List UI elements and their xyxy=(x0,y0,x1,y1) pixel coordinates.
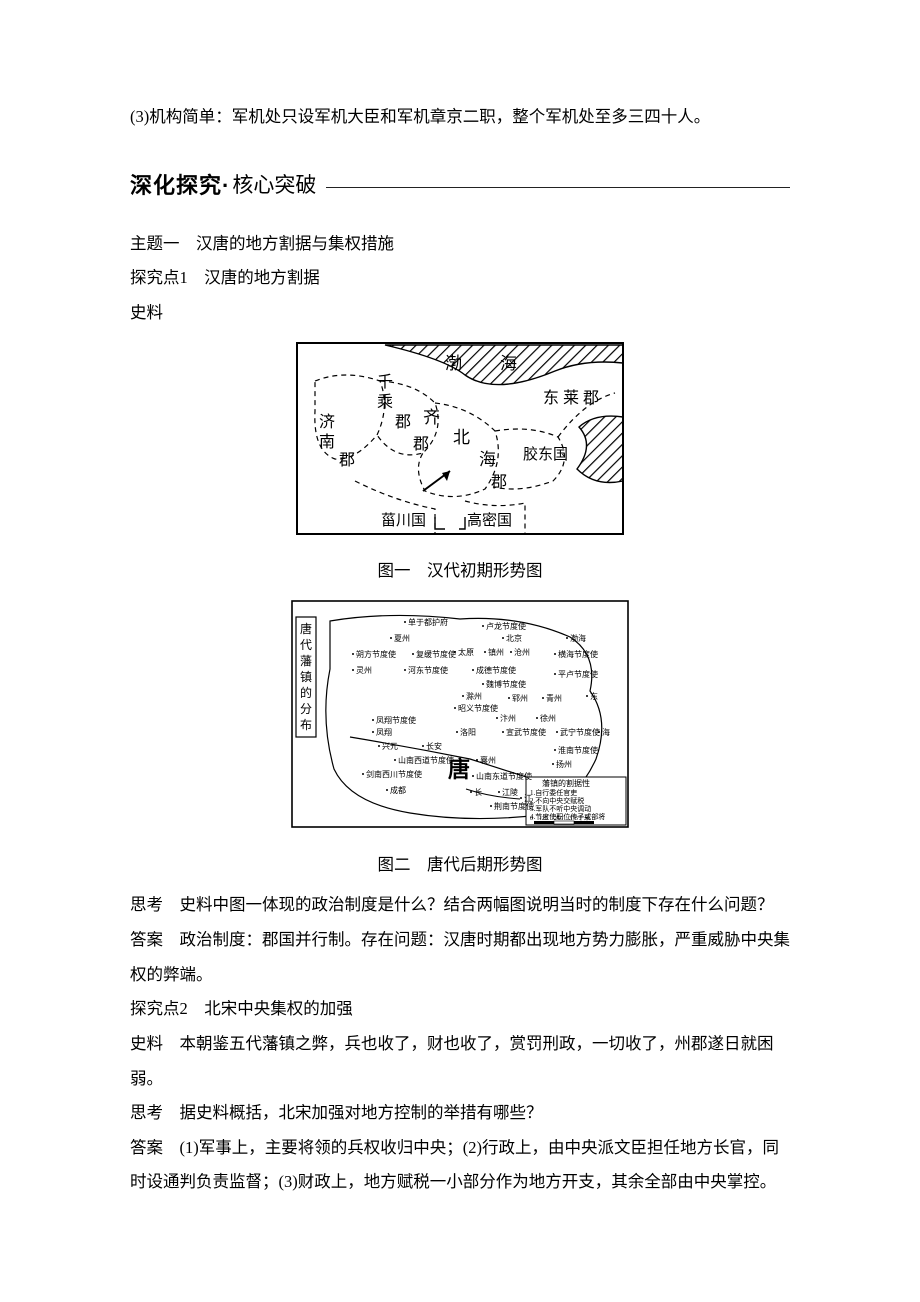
map2-place-20: 昭义节度使 xyxy=(458,703,498,713)
map1-label-qc2: 乘 xyxy=(377,393,393,411)
map1-label-hai: 海 xyxy=(479,450,496,469)
map2-place-10: 横海节度使 xyxy=(558,649,598,659)
section-header-bold: 深化探究· xyxy=(130,163,230,209)
map2-place-41: 江 xyxy=(524,794,532,803)
map2-place-28: 海 xyxy=(602,727,610,737)
map2-place-0: 单于都护府 xyxy=(408,617,448,627)
map2-legend-1: 2.不向中央交赋税 xyxy=(530,796,584,805)
map2-scale: 0 125 250 375千米 xyxy=(530,814,590,822)
map2-place-36: 山南东道节度使 xyxy=(476,771,532,781)
map1-label-zichuan: 菑川国 xyxy=(381,512,426,529)
map2-place-24: 凤翔 xyxy=(376,727,392,737)
map1-label-qi1: 齐 xyxy=(423,408,440,427)
map2-sidetitle-0: 唐 xyxy=(300,621,312,636)
paragraph-top: (3)机构简单：军机处只设军机大臣和军机章京二职，整个军机处至多三四十人。 xyxy=(130,100,790,135)
map2-sidetitle-6: 布 xyxy=(300,718,312,732)
map1-label-bei: 北 xyxy=(453,428,470,447)
question-1: 思考 史料中图一体现的政治制度是什么？结合两幅图说明当时的制度下存在什么问题？ xyxy=(130,888,790,923)
section-header-light: 核心突破 xyxy=(232,164,316,208)
map2-place-34: 扬州 xyxy=(556,759,572,769)
map2-place-5: 朔方节度使 xyxy=(356,649,396,659)
map2-place-3: 北京 xyxy=(506,633,522,643)
map2-place-16: 滁州 xyxy=(466,691,482,701)
shiliao-label: 史料 xyxy=(130,296,790,331)
map2-place-18: 青州 xyxy=(546,693,562,703)
map2-place-30: 长安 xyxy=(426,741,442,751)
map2-place-38: 长 xyxy=(474,787,482,797)
map2-place-32: 山南西道节度使 xyxy=(398,755,454,765)
map2-place-6: 复缓节度使 xyxy=(416,649,456,659)
map2-place-35: 剑南西川节度使 xyxy=(366,769,422,779)
map2-place-13: 成德节度使 xyxy=(476,665,516,675)
map1-label-gaomi: 高密国 xyxy=(467,512,512,529)
map2-place-29: 兴元 xyxy=(382,742,398,751)
map1-label-qc1: 千 xyxy=(377,373,393,391)
map2-place-7: 太原 xyxy=(458,647,474,657)
map1-label-jiaodong: 胶东国 xyxy=(523,446,568,463)
figure-2: 唐 代 藩 镇 的 分 布 唐 藩镇的割据性 1.自行委任官吏 2.不向中央交赋… xyxy=(130,599,790,842)
map1-label-bohai1: 渤 xyxy=(445,354,462,373)
map2-place-2: 夏州 xyxy=(394,634,410,643)
map2-sidetitle-5: 分 xyxy=(300,702,312,716)
answer-2: 答案 (1)军事上，主要将领的兵权收归中央；(2)行政上，由中央派文臣担任地方长… xyxy=(130,1131,790,1200)
map2-place-1: 卢龙节度使 xyxy=(486,621,526,631)
map2-place-9: 沧州 xyxy=(514,647,530,657)
map2-sidetitle-3: 镇 xyxy=(300,670,312,684)
map2-place-39: 江陵 xyxy=(502,788,518,797)
map1-label-jn1: 济 xyxy=(319,413,335,431)
map1-label-qi2: 郡 xyxy=(413,435,429,453)
map2-legend-0: 1.自行委任官吏 xyxy=(530,788,577,797)
map2-place-21: 凤翔节度使 xyxy=(376,715,416,725)
section-header: 深化探究· 核心突破 xyxy=(130,163,790,209)
map1-label-jn2: 南 xyxy=(319,433,335,451)
map2-place-37: 成都 xyxy=(390,785,406,795)
map2-place-31: 淮南节度使 xyxy=(558,745,598,755)
map2-legend-title: 藩镇的割据性 xyxy=(542,778,590,788)
explore-point-2-shiliao: 史料 本朝鉴五代藩镇之弊，兵也收了，财也收了，赏罚刑政，一切收了，州郡遂日就困弱… xyxy=(130,1027,790,1096)
map2-place-12: 河东节度使 xyxy=(408,665,448,675)
map1-label-donglai: 东 莱 郡 xyxy=(543,389,599,407)
map1-label-qc3: 郡 xyxy=(395,413,411,431)
figure-2-caption: 图二 唐代后期形势图 xyxy=(130,848,790,883)
question-2: 思考 据史料概括，北宋加强对地方控制的举措有哪些？ xyxy=(130,1096,790,1131)
map2-place-8: 镇州 xyxy=(488,647,504,657)
map2-place-4: 渤海 xyxy=(570,633,586,643)
map2-sidetitle-1: 代 xyxy=(300,638,312,652)
map1-label-jun: 郡 xyxy=(491,473,507,491)
answer-1: 答案 政治制度：郡国并行制。存在问题：汉唐时期都出现地方势力膨胀，严重威胁中央集… xyxy=(130,923,790,992)
map2-place-25: 洛阳 xyxy=(460,727,476,737)
theme-title: 主题一 汉唐的地方割据与集权措施 xyxy=(130,227,790,262)
map2-sidetitle-4: 的 xyxy=(300,685,312,700)
map2-place-14: 平卢节度使 xyxy=(558,669,598,679)
explore-point-2-title: 探究点2 北宋中央集权的加强 xyxy=(130,992,790,1027)
figure-1-caption: 图一 汉代初期形势图 xyxy=(130,554,790,589)
map2-place-22: 汴州 xyxy=(500,713,516,723)
map2-legend-2: 3.军队不听中央调动 xyxy=(530,804,591,813)
explore-point-1: 探究点1 汉唐的地方割据 xyxy=(130,261,790,296)
map2-place-23: 徐州 xyxy=(540,713,556,723)
map2-sidetitle-2: 藩 xyxy=(300,654,312,668)
map1-label-jn3: 郡 xyxy=(339,451,355,469)
map2-place-17: 郓州 xyxy=(512,694,528,703)
map1-label-bohai2: 海 xyxy=(500,354,517,373)
figure-1: 渤 海 千 乘 郡 东 莱 郡 济 南 郡 齐 郡 北 海 郡 胶东国 菑川国 … xyxy=(130,341,790,549)
map2-place-27: 武宁节度使 xyxy=(560,727,600,737)
map2-place-15: 魏博节度使 xyxy=(486,679,526,689)
map2-place-11: 灵州 xyxy=(356,666,372,675)
section-header-rule xyxy=(326,187,790,188)
map2-place-33: 襄州 xyxy=(480,755,496,765)
map2-place-19: 东 xyxy=(590,691,598,701)
map2-place-26: 宣武节度使 xyxy=(506,727,546,737)
